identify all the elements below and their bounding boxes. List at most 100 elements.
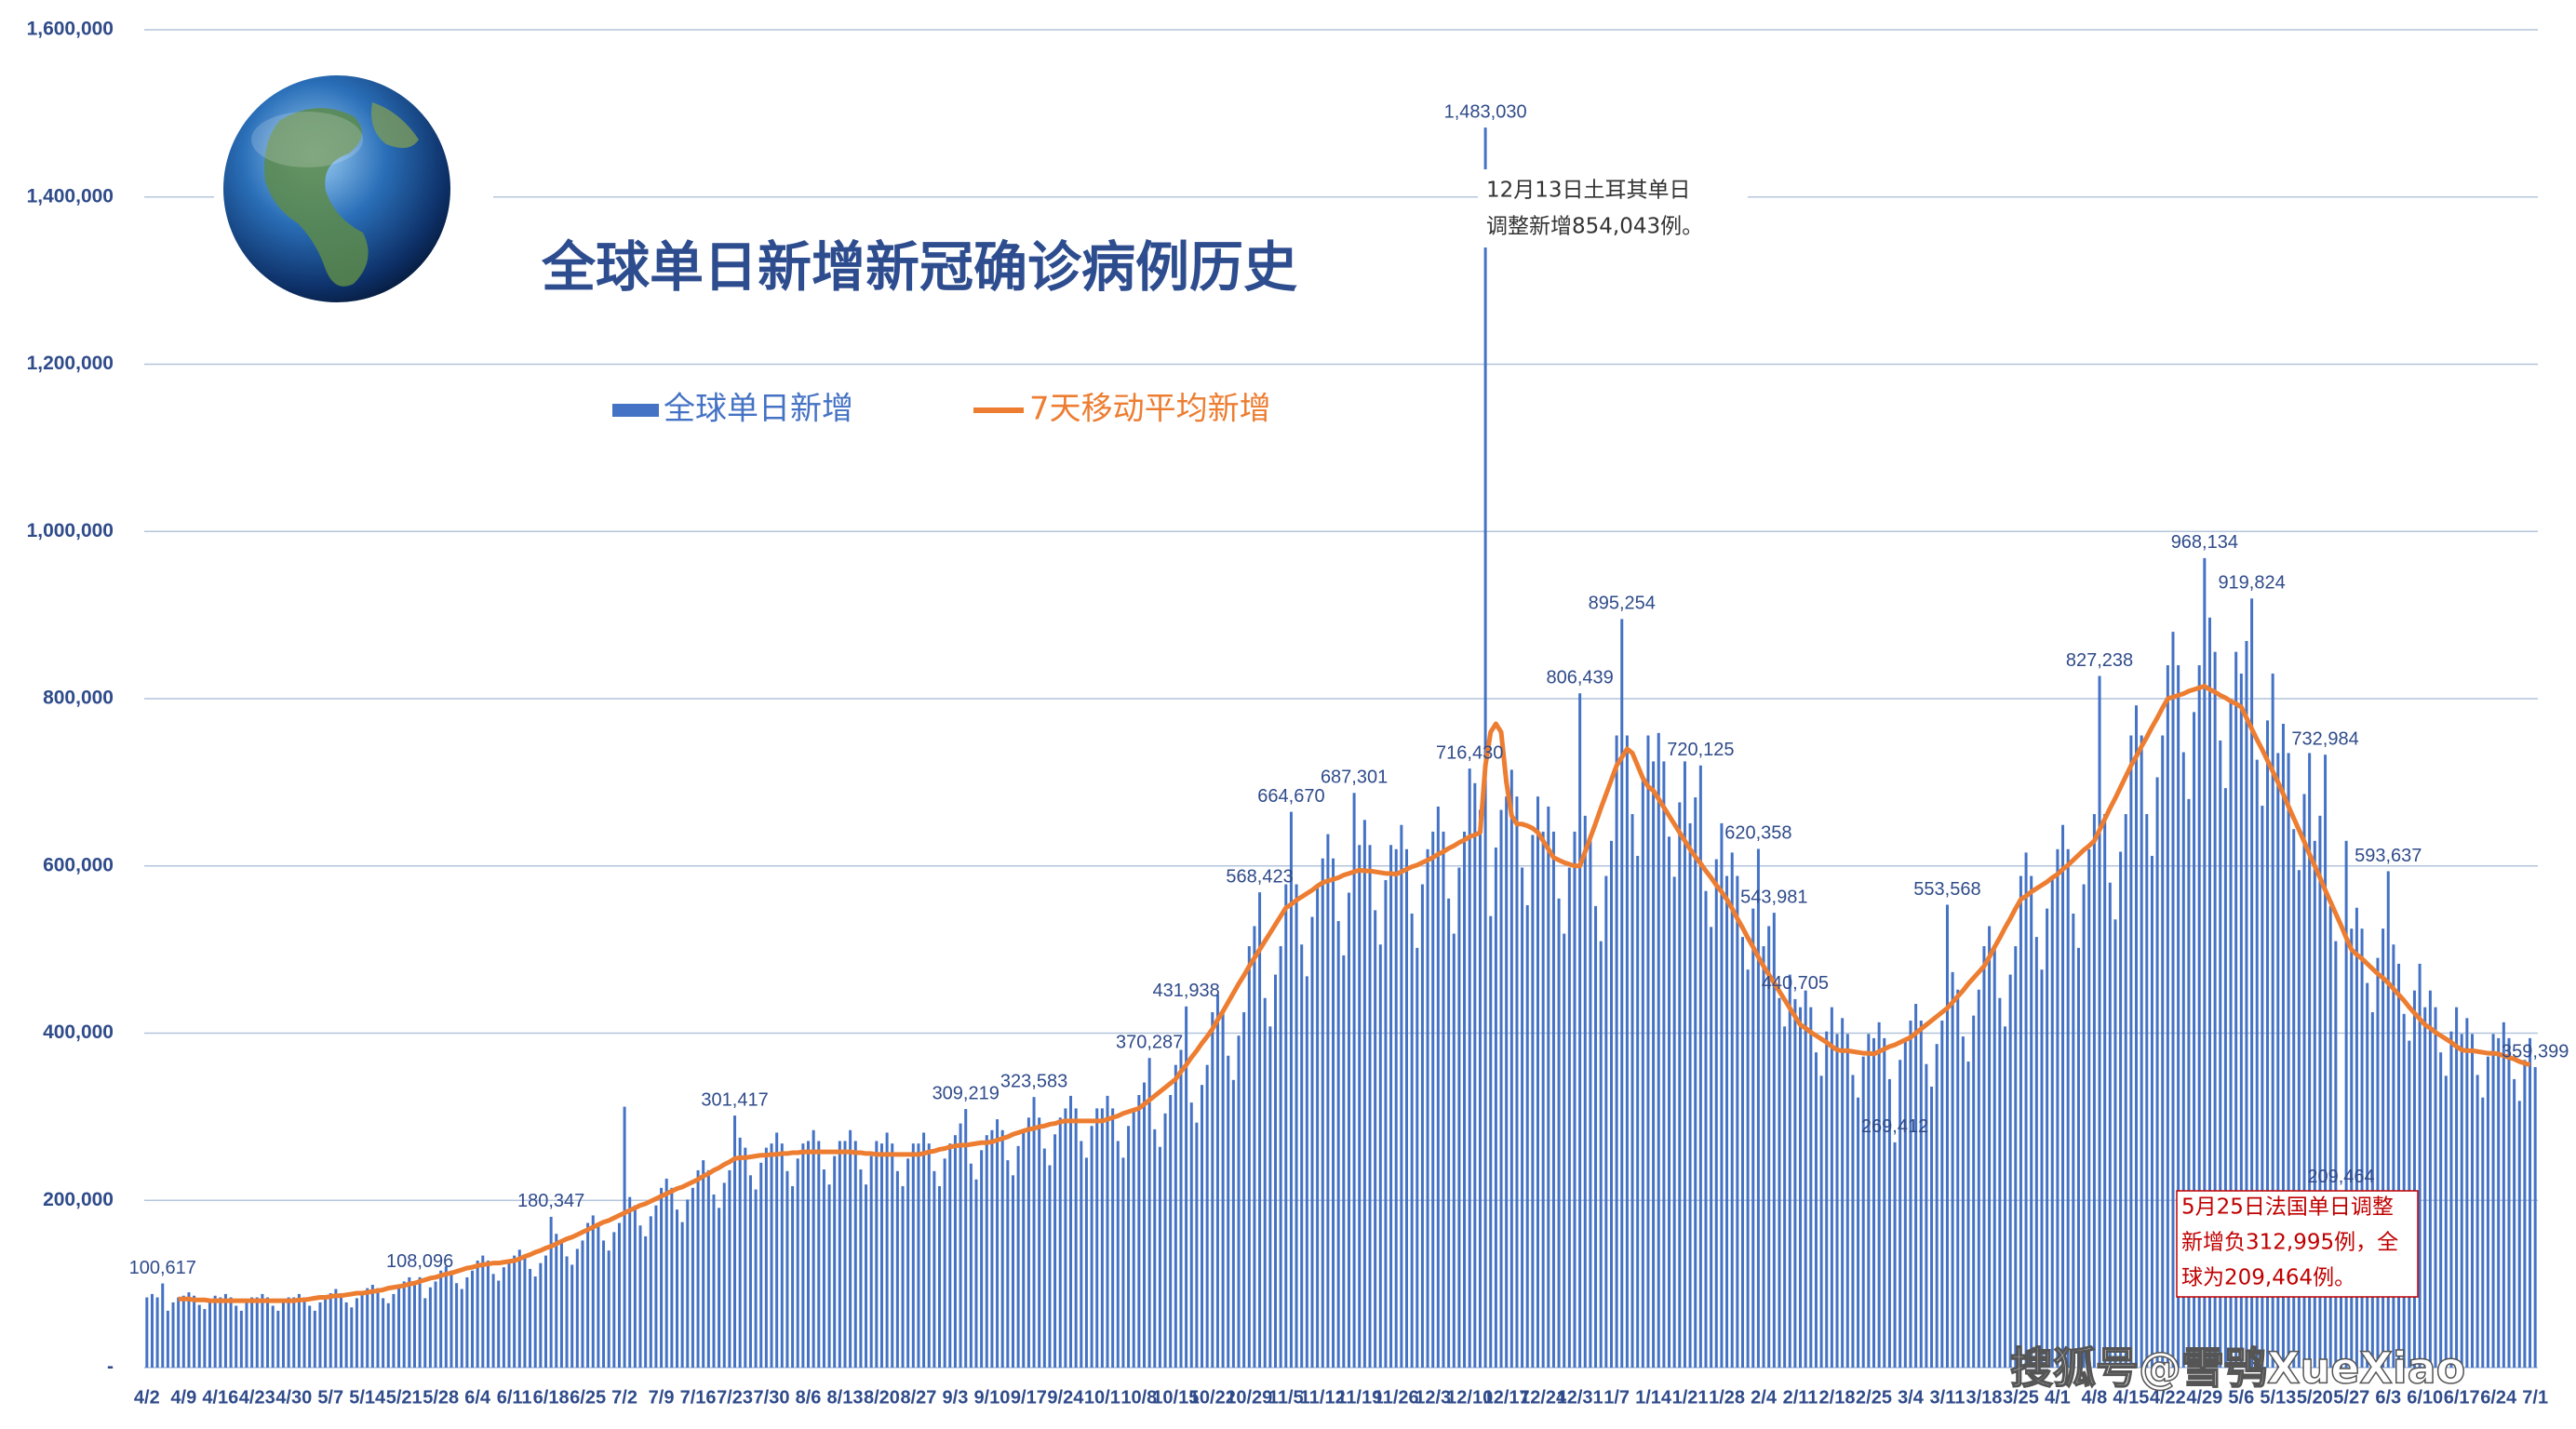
bar [2030, 875, 2033, 1368]
bar [1305, 976, 1308, 1368]
bar [276, 1310, 280, 1368]
bar [507, 1260, 511, 1368]
bar [1231, 1079, 1235, 1368]
data-label: 895,254 [1589, 594, 1656, 614]
bar [1084, 1157, 1088, 1368]
bar [1746, 969, 1750, 1368]
bar [974, 1179, 978, 1368]
x-tick-label: 12/24 [1520, 1387, 1567, 1408]
bar [1147, 1058, 1151, 1368]
bar [2412, 990, 2416, 1368]
bar [2502, 1022, 2505, 1368]
data-label: 593,637 [2355, 846, 2422, 866]
bar [1583, 815, 1587, 1368]
bar [922, 1132, 926, 1368]
x-tick-label: 10/1 [1084, 1387, 1120, 1408]
bar [491, 1274, 495, 1368]
bar [471, 1270, 475, 1368]
bar [1494, 847, 1497, 1368]
bar [2171, 632, 2175, 1368]
legend-label: 全球单日新增 [664, 391, 853, 428]
bar [2529, 1037, 2532, 1368]
bar [985, 1135, 988, 1368]
data-label: 620,358 [1724, 823, 1791, 844]
bar [2444, 1075, 2448, 1368]
bar [1426, 848, 1429, 1368]
bar [2024, 852, 2028, 1368]
bar [980, 1150, 984, 1368]
bar [2428, 990, 2432, 1368]
bar [428, 1287, 432, 1368]
bar [911, 1143, 915, 1368]
bar [1258, 892, 1262, 1368]
bar [633, 1205, 637, 1368]
bar [879, 1143, 883, 1368]
bar [1158, 1146, 1161, 1368]
x-tick-label: 8/20 [864, 1387, 900, 1408]
x-tick-label: 11/5 [1268, 1387, 1304, 1408]
bar [1841, 1018, 1845, 1368]
bar [1227, 1055, 1230, 1368]
y-tick-label: 600,000 [43, 854, 114, 875]
bar [2092, 814, 2096, 1368]
bar [2418, 963, 2422, 1368]
bar [250, 1297, 254, 1368]
bar [696, 1169, 700, 1368]
x-tick-label: 6/11 [497, 1387, 532, 1408]
bar [1536, 796, 1540, 1368]
bar [2050, 875, 2054, 1368]
bar [1720, 822, 1724, 1368]
bar [2355, 907, 2358, 1368]
bar [1237, 1035, 1241, 1368]
bar [1289, 811, 1293, 1368]
legend-swatch [612, 404, 659, 417]
bar [2040, 969, 2044, 1368]
bar [2397, 963, 2401, 1368]
bar [1121, 1157, 1125, 1368]
bar [927, 1143, 931, 1368]
bar [1295, 884, 1298, 1368]
bar [2366, 982, 2369, 1368]
annotation-text: 调整新增854,043例。 [1486, 215, 1703, 239]
bar [161, 1283, 165, 1368]
bar [2019, 875, 2022, 1368]
bar [2261, 806, 2264, 1368]
bar [1179, 1049, 1183, 1368]
bar [486, 1260, 490, 1368]
bar [1541, 831, 1545, 1368]
x-tick-label: 4/15 [2113, 1387, 2149, 1408]
x-tick-label: 9/24 [1047, 1387, 1084, 1408]
bar [239, 1310, 243, 1368]
bar [481, 1255, 485, 1368]
bar [1457, 867, 1461, 1368]
bar [953, 1135, 957, 1368]
bar [1992, 946, 1996, 1368]
bar [2082, 884, 2086, 1368]
bar [1499, 809, 1503, 1368]
x-tick-label: 6/18 [533, 1387, 570, 1408]
bar [2324, 755, 2328, 1368]
bar [334, 1289, 338, 1368]
bar [1384, 880, 1388, 1368]
bar [1793, 998, 1797, 1368]
bar [2108, 882, 2112, 1368]
bar [770, 1143, 773, 1368]
bar [2481, 1097, 2485, 1368]
x-tick-label: 11/12 [1300, 1387, 1346, 1408]
bar [2008, 974, 2012, 1368]
bar [1489, 915, 1493, 1368]
bar [171, 1302, 175, 1368]
bar [177, 1297, 181, 1368]
bar [1557, 898, 1561, 1368]
bar [2376, 957, 2380, 1368]
bar [1966, 1062, 1970, 1368]
bar [833, 1155, 837, 1368]
bar [2129, 735, 2133, 1368]
data-label: 687,301 [1321, 768, 1388, 788]
bar [702, 1160, 705, 1368]
bar [660, 1187, 664, 1368]
bar [1273, 974, 1277, 1368]
bar [1877, 1022, 1881, 1368]
data-label: 806,439 [1546, 667, 1613, 688]
annotation-text: 球为209,464例。 [2181, 1266, 2355, 1290]
